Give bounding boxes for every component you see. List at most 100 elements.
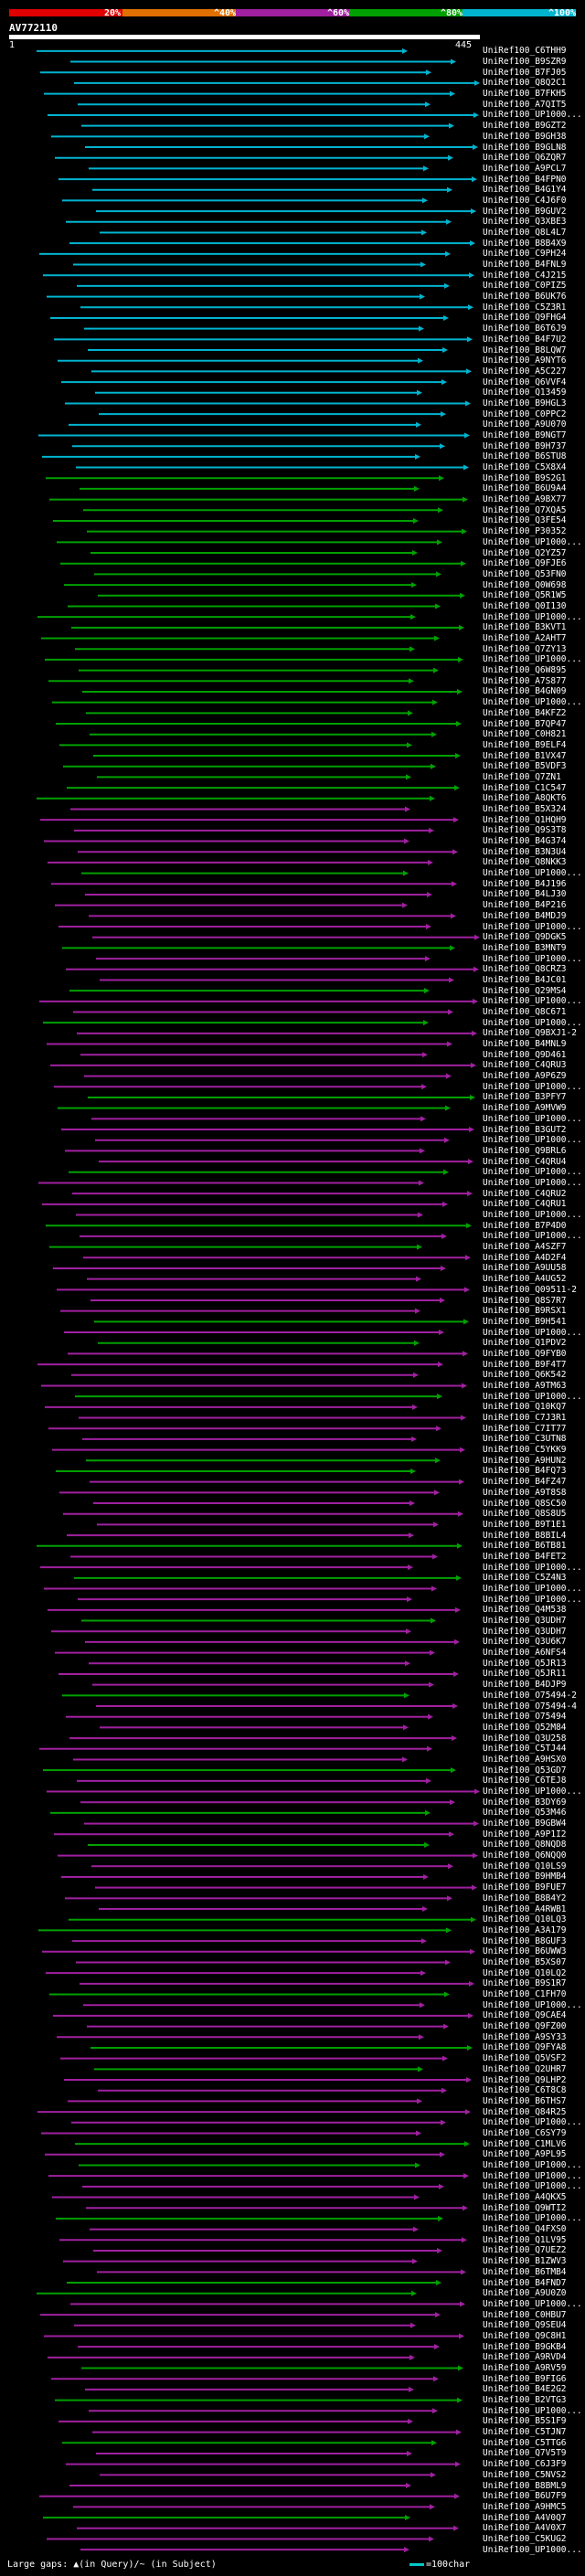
hit-label[interactable]: UniRef100_A9P6Z9 <box>483 1071 567 1082</box>
hit-label[interactable]: UniRef100_Q10LQ3 <box>483 1914 567 1925</box>
hit-label[interactable]: UniRef100_B9GUV2 <box>483 206 567 217</box>
hit-label[interactable]: UniRef100_UP1000... <box>483 1081 582 1092</box>
hit-label[interactable]: UniRef100_UP1000... <box>483 536 582 547</box>
hit-label[interactable]: UniRef100_A4RWB1 <box>483 1903 567 1914</box>
hit-label[interactable]: UniRef100_UP1000... <box>483 1594 582 1605</box>
hit-label[interactable]: UniRef100_A9U0Z0 <box>483 2288 567 2299</box>
hit-label[interactable]: UniRef100_C6T8C8 <box>483 2085 567 2096</box>
hit-label[interactable]: UniRef100_B9S2G1 <box>483 472 567 483</box>
hit-label[interactable]: UniRef100_A9TM63 <box>483 1380 567 1391</box>
hit-label[interactable]: UniRef100_UP1000... <box>483 1999 582 2010</box>
hit-label[interactable]: UniRef100_B9GBW4 <box>483 1818 567 1829</box>
hit-label[interactable]: UniRef100_B4FZ47 <box>483 1477 567 1488</box>
hit-label[interactable]: UniRef100_Q9FYB0 <box>483 1348 567 1359</box>
hit-label[interactable]: UniRef100_B8LQW7 <box>483 345 567 355</box>
hit-label[interactable]: UniRef100_B6TB81 <box>483 1541 567 1552</box>
hit-label[interactable]: UniRef100_UP1000... <box>483 1786 582 1797</box>
hit-label[interactable]: UniRef100_C0PIZ5 <box>483 281 567 292</box>
hit-label[interactable]: UniRef100_B7FKH5 <box>483 89 567 100</box>
hit-label[interactable]: UniRef100_A7QIT5 <box>483 99 567 110</box>
hit-label[interactable]: UniRef100_Q53FN0 <box>483 568 567 579</box>
hit-label[interactable]: UniRef100_Q3U258 <box>483 1733 567 1744</box>
hit-label[interactable]: UniRef100_Q2UHR7 <box>483 2063 567 2074</box>
hit-label[interactable]: UniRef100_A9HSX0 <box>483 1754 567 1765</box>
hit-label[interactable]: UniRef100_UP1000... <box>483 1167 582 1178</box>
hit-label[interactable]: UniRef100_A9T8S8 <box>483 1487 567 1498</box>
hit-label[interactable]: UniRef100_B8BIL4 <box>483 1530 567 1541</box>
hit-label[interactable]: UniRef100_UP1000... <box>483 953 582 964</box>
hit-label[interactable]: UniRef100_B9F4T7 <box>483 1359 567 1370</box>
hit-label[interactable]: UniRef100_Q9SEU4 <box>483 2320 567 2331</box>
hit-label[interactable]: UniRef100_A5C227 <box>483 366 567 376</box>
hit-label[interactable]: UniRef100_B6THS7 <box>483 2095 567 2106</box>
hit-label[interactable]: UniRef100_O75494-4 <box>483 1701 577 1712</box>
hit-label[interactable]: UniRef100_Q8Q2C1 <box>483 78 567 89</box>
hit-label[interactable]: UniRef100_B9HMB4 <box>483 1871 567 1882</box>
hit-label[interactable]: UniRef100_Q6W895 <box>483 665 567 676</box>
hit-label[interactable]: UniRef100_O75494 <box>483 1712 567 1723</box>
hit-label[interactable]: UniRef100_C1MLV6 <box>483 2138 567 2149</box>
hit-label[interactable]: UniRef100_Q7ZN1 <box>483 771 561 782</box>
hit-label[interactable]: UniRef100_B5XS07 <box>483 1956 567 1967</box>
hit-label[interactable]: UniRef100_Q8NKK3 <box>483 857 567 868</box>
hit-label[interactable]: UniRef100_UP1000... <box>483 2298 582 2309</box>
hit-label[interactable]: UniRef100_UP1000... <box>483 611 582 622</box>
hit-label[interactable]: UniRef100_B4J196 <box>483 878 567 889</box>
hit-label[interactable]: UniRef100_C5X8X4 <box>483 462 567 473</box>
hit-label[interactable]: UniRef100_C5TJ44 <box>483 1744 567 1754</box>
hit-label[interactable]: UniRef100_B6U7F9 <box>483 2491 567 2502</box>
hit-label[interactable]: UniRef100_UP1000... <box>483 1135 582 1146</box>
hit-label[interactable]: UniRef100_Q8S7R7 <box>483 1295 567 1306</box>
hit-label[interactable]: UniRef100_Q3XBE3 <box>483 217 567 228</box>
hit-label[interactable]: UniRef100_A9PCL7 <box>483 163 567 174</box>
hit-label[interactable]: UniRef100_A4V0X7 <box>483 2523 567 2534</box>
hit-label[interactable]: UniRef100_B9T1E1 <box>483 1519 567 1530</box>
hit-label[interactable]: UniRef100_Q8S8U5 <box>483 1509 567 1520</box>
hit-label[interactable]: UniRef100_B4FPN0 <box>483 174 567 185</box>
hit-label[interactable]: UniRef100_Q0I130 <box>483 600 567 611</box>
hit-label[interactable]: UniRef100_B4F7U2 <box>483 334 567 345</box>
hit-label[interactable]: UniRef100_Q9C8H1 <box>483 2330 567 2341</box>
hit-label[interactable]: UniRef100_Q3FE54 <box>483 515 567 526</box>
hit-label[interactable]: UniRef100_A9UU58 <box>483 1263 567 1274</box>
hit-label[interactable]: UniRef100_Q09511-2 <box>483 1284 577 1295</box>
hit-label[interactable]: UniRef100_B3N3U4 <box>483 846 567 857</box>
hit-label[interactable]: UniRef100_C4J6F0 <box>483 195 567 206</box>
hit-label[interactable]: UniRef100_UP1000... <box>483 1327 582 1338</box>
hit-label[interactable]: UniRef100_A9HMC5 <box>483 2501 567 2512</box>
hit-label[interactable]: UniRef100_UP1000... <box>483 1231 582 1242</box>
hit-label[interactable]: UniRef100_Q6NQQ0 <box>483 1850 567 1861</box>
hit-label[interactable]: UniRef100_C5TTG6 <box>483 2437 567 2448</box>
hit-label[interactable]: UniRef100_B8BML9 <box>483 2480 567 2491</box>
hit-label[interactable]: UniRef100_Q53M46 <box>483 1807 567 1818</box>
hit-label[interactable]: UniRef100_C3UTN8 <box>483 1434 567 1445</box>
hit-label[interactable]: UniRef100_Q5VSF2 <box>483 2053 567 2064</box>
hit-label[interactable]: UniRef100_UP1000... <box>483 2405 582 2416</box>
hit-label[interactable]: UniRef100_Q0W698 <box>483 579 567 590</box>
hit-label[interactable]: UniRef100_B8B4X9 <box>483 238 567 249</box>
hit-label[interactable]: UniRef100_Q53GD7 <box>483 1765 567 1776</box>
hit-label[interactable]: UniRef100_Q10LS9 <box>483 1860 567 1871</box>
hit-label[interactable]: UniRef100_B9ELF4 <box>483 739 567 750</box>
hit-label[interactable]: UniRef100_B4G374 <box>483 836 567 847</box>
hit-label[interactable]: UniRef100_C5YKK9 <box>483 1445 567 1456</box>
hit-label[interactable]: UniRef100_Q9BRL6 <box>483 1145 567 1156</box>
hit-label[interactable]: UniRef100_Q3UDH7 <box>483 1616 567 1627</box>
hit-label[interactable]: UniRef100_B4FNL9 <box>483 260 567 270</box>
hit-label[interactable]: UniRef100_A8QKT6 <box>483 793 567 804</box>
hit-label[interactable]: UniRef100_C5NVS2 <box>483 2469 567 2480</box>
hit-label[interactable]: UniRef100_B3KVT1 <box>483 622 567 633</box>
hit-label[interactable]: UniRef100_Q9DGK5 <box>483 932 567 943</box>
hit-label[interactable]: UniRef100_Q1PDV2 <box>483 1338 567 1349</box>
hit-label[interactable]: UniRef100_B8GUF3 <box>483 1935 567 1946</box>
hit-label[interactable]: UniRef100_Q7UEZ2 <box>483 2245 567 2256</box>
hit-label[interactable]: UniRef100_Q1LV95 <box>483 2234 567 2245</box>
hit-label[interactable]: UniRef100_B5X324 <box>483 803 567 814</box>
hit-label[interactable]: UniRef100_C4J215 <box>483 270 567 281</box>
hit-label[interactable]: UniRef100_B6STU8 <box>483 451 567 462</box>
hit-label[interactable]: UniRef100_C4QRU1 <box>483 1199 567 1210</box>
hit-label[interactable]: UniRef100_Q4FXS0 <box>483 2224 567 2235</box>
hit-label[interactable]: UniRef100_UP1000... <box>483 1113 582 1124</box>
hit-label[interactable]: UniRef100_B4FQ73 <box>483 1466 567 1477</box>
hit-label[interactable]: UniRef100_A4V0Q7 <box>483 2512 567 2523</box>
